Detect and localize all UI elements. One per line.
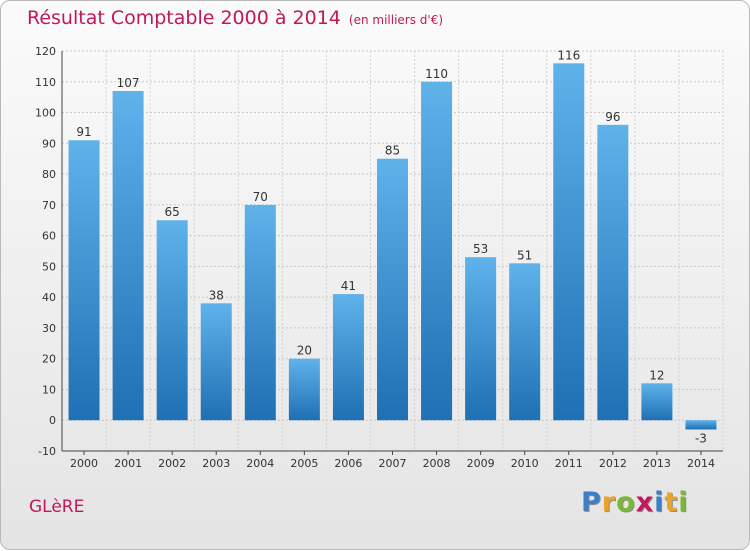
bar-2003	[200, 303, 232, 421]
bars	[68, 63, 717, 430]
y-tick-label: 0	[49, 414, 56, 427]
bar-2013	[641, 383, 673, 421]
y-tick-label: 100	[35, 107, 56, 120]
data-label-2004: 70	[253, 190, 268, 204]
y-tick-label: 70	[42, 199, 56, 212]
data-label-2003: 38	[209, 288, 224, 302]
x-tick-label: 2007	[379, 457, 407, 470]
x-tick-label: 2003	[202, 457, 230, 470]
x-tick-label: 2013	[643, 457, 671, 470]
bar-2014	[685, 420, 717, 430]
x-tick-label: 2010	[511, 457, 539, 470]
data-label-2013: 12	[649, 368, 664, 382]
bar-2002	[156, 220, 188, 421]
bar-2008	[421, 81, 453, 421]
data-label-2000: 91	[76, 125, 91, 139]
logo-letter: x	[635, 487, 655, 518]
x-tick-label: 2012	[599, 457, 627, 470]
bar-2010	[509, 263, 541, 421]
bar-2007	[377, 158, 408, 421]
x-tick-label: 2008	[423, 457, 451, 470]
bar-2009	[465, 257, 497, 421]
y-tick-label: -10	[38, 445, 56, 458]
x-tick-label: 2014	[687, 457, 715, 470]
data-label-2007: 85	[385, 144, 400, 158]
x-tick-label: 2009	[467, 457, 495, 470]
grid-lines	[61, 50, 724, 452]
logo-letter: t	[664, 487, 679, 518]
logo-letter: i	[654, 487, 665, 518]
chart-subtitle: (en milliers d'€)	[348, 13, 444, 27]
data-label-2005: 20	[297, 344, 312, 358]
x-tick-label: 2011	[555, 457, 583, 470]
y-tick-label: 90	[42, 137, 56, 150]
bar-2012	[597, 124, 629, 421]
y-tick-label: 50	[42, 260, 56, 273]
data-label-2012: 96	[605, 110, 620, 124]
y-tick-label: 30	[42, 322, 56, 335]
x-tick-label: 2000	[70, 457, 98, 470]
y-tick-label: 60	[42, 230, 56, 243]
y-tick-label: 40	[42, 291, 56, 304]
bar-2005	[288, 358, 320, 421]
bar-2006	[332, 294, 364, 421]
data-label-2010: 51	[517, 248, 532, 262]
x-tick-label: 2004	[246, 457, 274, 470]
proxiti-logo: Proxiti	[581, 487, 689, 518]
data-labels: 91 107 65 38 70 20 41 85 110 53 51 116 96 12 -3	[76, 48, 707, 445]
commune-name: GLèRE	[29, 497, 85, 517]
data-label-2011: 116	[557, 48, 580, 62]
bar-2004	[244, 204, 276, 421]
x-tick-label: 2002	[158, 457, 186, 470]
data-label-2006: 41	[341, 279, 356, 293]
y-tick-label: 10	[42, 383, 56, 396]
bar-2000	[68, 140, 100, 421]
y-tick-label: 110	[35, 76, 56, 89]
data-label-2009: 53	[473, 242, 488, 256]
data-label-2014: -3	[695, 431, 707, 445]
data-label-2001: 107	[117, 76, 140, 90]
logo-letter: o	[616, 487, 636, 518]
y-tick-label: 120	[35, 45, 56, 58]
bar-2001	[112, 91, 144, 421]
chart-title-text: Résultat Comptable 2000 à 2014	[27, 7, 341, 29]
x-tick-label: 2005	[290, 457, 318, 470]
data-label-2002: 65	[165, 205, 180, 219]
axes: -10 0 10 20 30 40 50 60 70 80 90 100 110 120 2000 2001 2…	[35, 45, 723, 470]
data-label-2008: 110	[425, 67, 448, 81]
y-tick-label: 80	[42, 168, 56, 181]
logo-letter: r	[601, 487, 617, 518]
logo-letter: i	[678, 487, 689, 518]
x-tick-label: 2001	[114, 457, 142, 470]
x-tick-label: 2006	[334, 457, 362, 470]
chart-title: Résultat Comptable 2000 à 2014 (en millie…	[27, 7, 443, 29]
y-tick-label: 20	[42, 353, 56, 366]
bar-2011	[553, 63, 585, 421]
logo-letter: P	[581, 487, 602, 518]
